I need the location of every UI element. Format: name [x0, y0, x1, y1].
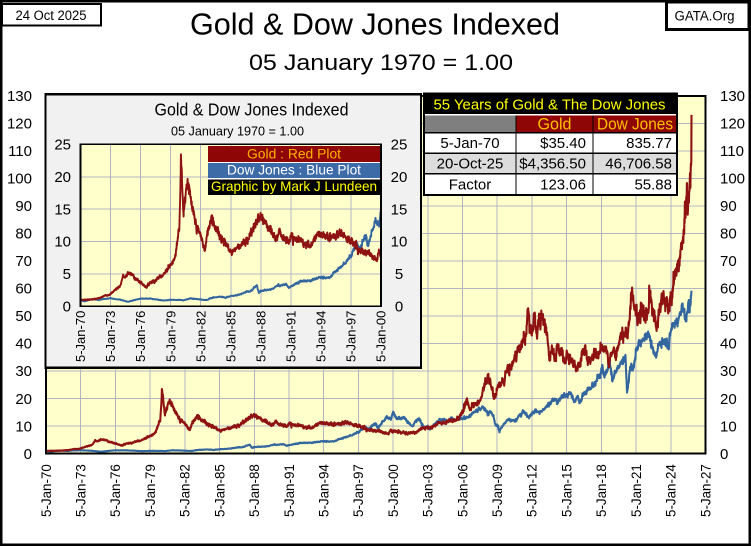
svg-text:5-Jan-21: 5-Jan-21 [629, 464, 644, 517]
svg-text:30: 30 [15, 363, 32, 380]
svg-text:Factor: Factor [449, 177, 492, 194]
svg-text:60: 60 [15, 281, 32, 298]
svg-text:0: 0 [24, 446, 32, 463]
svg-text:70: 70 [15, 253, 32, 270]
svg-text:5-Jan-88: 5-Jan-88 [253, 311, 268, 362]
svg-text:5-Jan-06: 5-Jan-06 [455, 464, 470, 517]
svg-text:20: 20 [15, 391, 32, 408]
svg-text:Gold : Red Plot: Gold : Red Plot [247, 145, 341, 161]
svg-text:5-Jan-70: 5-Jan-70 [73, 311, 88, 362]
svg-text:GATA.Org: GATA.Org [675, 9, 735, 24]
svg-text:5-Jan-79: 5-Jan-79 [143, 464, 158, 517]
svg-text:$4,356.50: $4,356.50 [519, 156, 586, 173]
svg-text:46,706.58: 46,706.58 [605, 156, 672, 173]
svg-text:5-Jan-27: 5-Jan-27 [698, 464, 713, 517]
svg-text:$35.40: $35.40 [540, 135, 586, 152]
svg-text:Dow Jones : Blue Plot: Dow Jones : Blue Plot [227, 162, 361, 178]
svg-text:5-Jan-82: 5-Jan-82 [193, 311, 208, 362]
svg-text:123.06: 123.06 [540, 177, 586, 194]
svg-text:10: 10 [15, 418, 32, 435]
svg-text:20: 20 [720, 391, 737, 408]
svg-text:15: 15 [391, 201, 408, 218]
svg-text:0: 0 [395, 299, 403, 316]
svg-text:110: 110 [720, 143, 744, 160]
svg-text:5: 5 [63, 266, 71, 283]
svg-text:20-Oct-25: 20-Oct-25 [437, 156, 504, 173]
svg-text:Graphic by Mark J Lundeen: Graphic by Mark J Lundeen [211, 178, 377, 194]
svg-text:0: 0 [63, 299, 71, 316]
svg-text:55 Years of Gold & The Dow Jon: 55 Years of Gold & The Dow Jones [434, 97, 666, 114]
svg-text:130: 130 [7, 88, 32, 105]
svg-text:100: 100 [720, 171, 745, 188]
svg-text:0: 0 [720, 446, 728, 463]
svg-text:5-Jan-85: 5-Jan-85 [212, 464, 227, 517]
svg-text:55.88: 55.88 [634, 177, 672, 194]
svg-text:5-Jan-94: 5-Jan-94 [317, 464, 332, 517]
svg-text:20: 20 [391, 169, 408, 186]
svg-text:5-Jan-03: 5-Jan-03 [421, 464, 436, 517]
svg-text:20: 20 [54, 169, 71, 186]
svg-text:5-Jan-73: 5-Jan-73 [103, 311, 118, 362]
svg-text:Gold & Dow Jones Indexed: Gold & Dow Jones Indexed [190, 7, 560, 42]
svg-text:5-Jan-82: 5-Jan-82 [178, 464, 193, 517]
svg-text:40: 40 [15, 336, 32, 353]
svg-text:5-Jan-70: 5-Jan-70 [39, 464, 54, 517]
svg-text:5-Jan-73: 5-Jan-73 [74, 464, 89, 517]
svg-text:130: 130 [720, 88, 745, 105]
svg-text:100: 100 [7, 171, 32, 188]
svg-text:5-Jan-94: 5-Jan-94 [314, 311, 329, 362]
svg-text:30: 30 [720, 363, 737, 380]
svg-text:5-Jan-91: 5-Jan-91 [284, 311, 299, 362]
svg-text:80: 80 [720, 226, 737, 243]
svg-text:Dow Jones: Dow Jones [597, 116, 673, 134]
svg-text:25: 25 [391, 137, 408, 154]
svg-text:70: 70 [720, 253, 737, 270]
svg-text:5-Jan-24: 5-Jan-24 [664, 464, 679, 517]
svg-text:5-Jan-15: 5-Jan-15 [560, 464, 575, 517]
svg-text:5-Jan-09: 5-Jan-09 [490, 464, 505, 517]
svg-text:25: 25 [54, 137, 71, 154]
svg-text:5-Jan-70: 5-Jan-70 [440, 135, 499, 152]
svg-text:835.77: 835.77 [626, 135, 672, 152]
svg-text:110: 110 [8, 143, 32, 160]
svg-text:5-Jan-12: 5-Jan-12 [525, 464, 540, 517]
svg-text:5-Jan-79: 5-Jan-79 [163, 311, 178, 362]
svg-text:5-Jan-00: 5-Jan-00 [386, 464, 401, 517]
svg-text:5-Jan-18: 5-Jan-18 [594, 464, 609, 517]
svg-text:5-Jan-85: 5-Jan-85 [223, 311, 238, 362]
svg-text:5-Jan-00: 5-Jan-00 [374, 311, 389, 362]
svg-text:90: 90 [15, 198, 32, 215]
svg-text:10: 10 [54, 234, 71, 251]
svg-text:50: 50 [15, 308, 32, 325]
svg-text:Gold & Dow Jones Indexed: Gold & Dow Jones Indexed [155, 100, 349, 120]
svg-text:5-Jan-97: 5-Jan-97 [344, 311, 359, 362]
svg-text:5-Jan-97: 5-Jan-97 [351, 464, 366, 517]
svg-text:80: 80 [15, 226, 32, 243]
svg-text:5-Jan-76: 5-Jan-76 [133, 311, 148, 362]
svg-text:120: 120 [720, 116, 745, 133]
svg-text:120: 120 [7, 116, 32, 133]
svg-text:05 January 1970 = 1.00: 05 January 1970 = 1.00 [171, 125, 304, 139]
svg-text:5-Jan-91: 5-Jan-91 [282, 464, 297, 517]
svg-text:5: 5 [395, 266, 403, 283]
svg-text:Gold: Gold [538, 116, 572, 134]
svg-text:10: 10 [720, 418, 737, 435]
svg-text:05 January 1970 = 1.00: 05 January 1970 = 1.00 [249, 50, 513, 75]
svg-text:50: 50 [720, 308, 737, 325]
svg-text:10: 10 [391, 234, 408, 251]
svg-text:5-Jan-88: 5-Jan-88 [247, 464, 262, 517]
svg-text:5-Jan-76: 5-Jan-76 [108, 464, 123, 517]
svg-text:40: 40 [720, 336, 737, 353]
svg-text:90: 90 [720, 198, 737, 215]
svg-text:24 Oct 2025: 24 Oct 2025 [16, 8, 87, 23]
svg-text:15: 15 [54, 201, 71, 218]
svg-text:60: 60 [720, 281, 737, 298]
